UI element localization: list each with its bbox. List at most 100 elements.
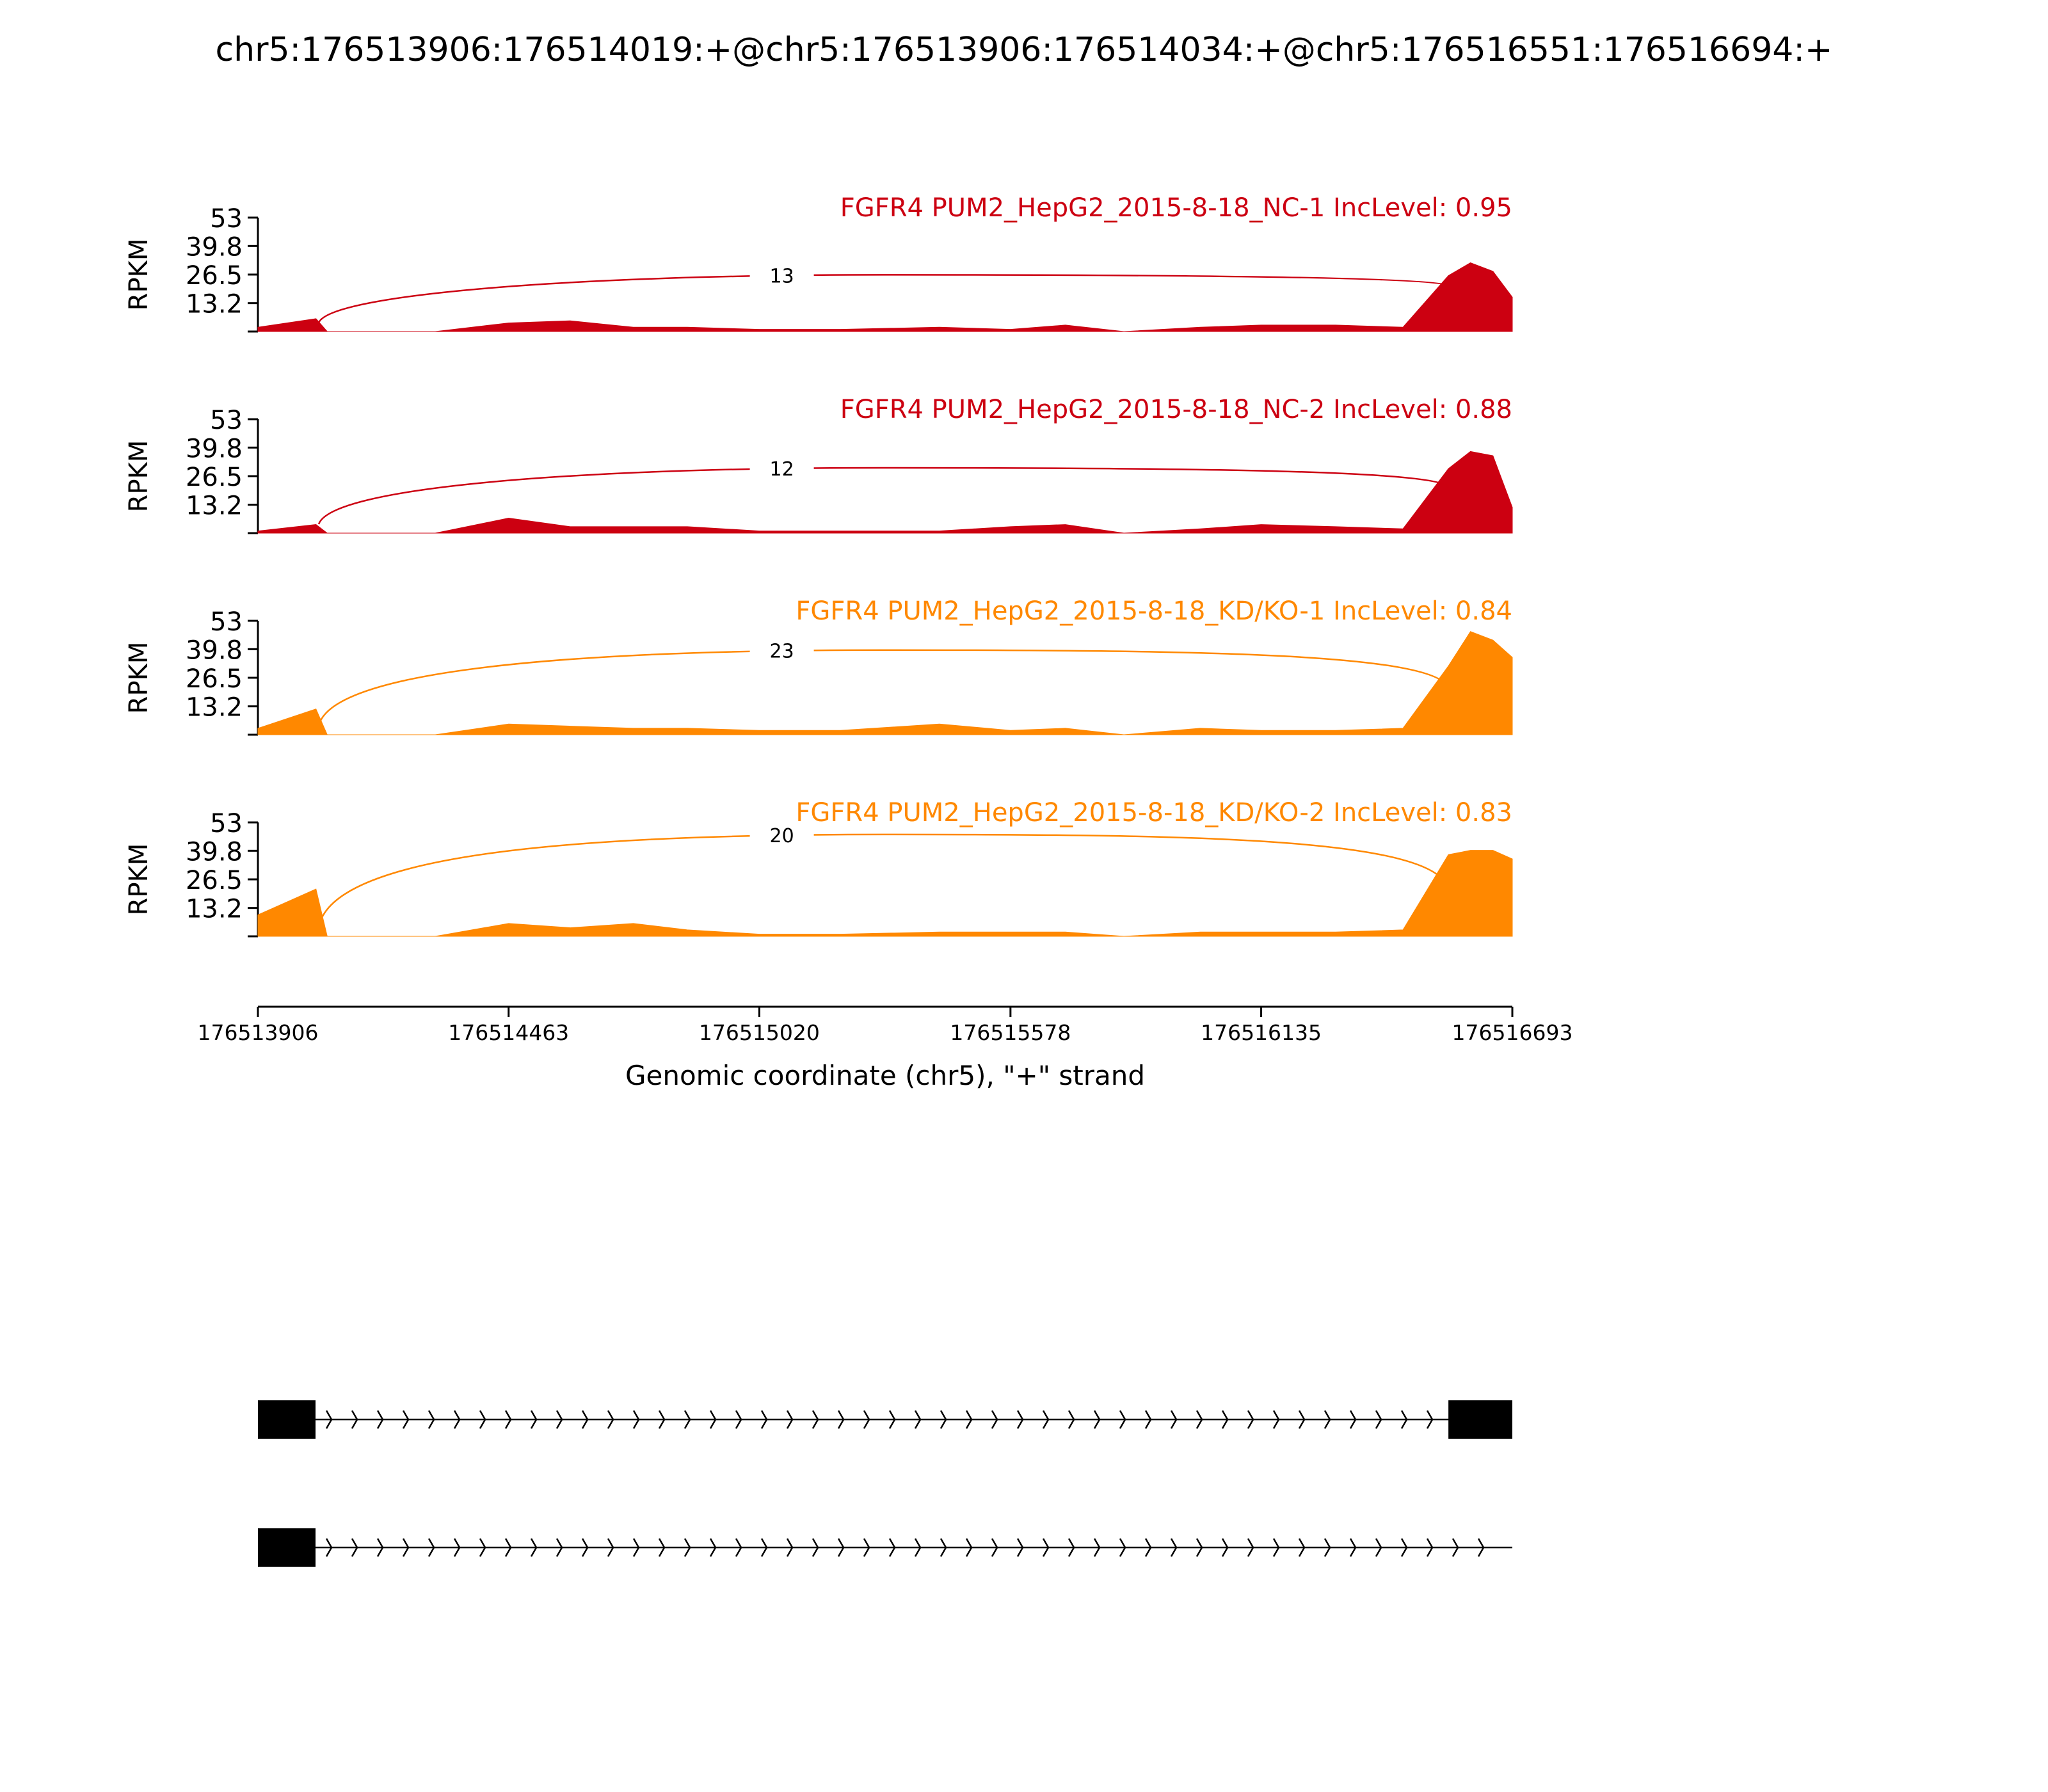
strand-arrow <box>1426 1538 1434 1557</box>
coverage-panel-1: 13.226.539.853 RPKM 13 FGFR4 PUM2_HepG2_201… <box>124 193 1513 333</box>
strand-arrow <box>1119 1538 1126 1557</box>
strand-arrow <box>504 1410 512 1429</box>
junction-label-bg <box>749 824 814 846</box>
coverage-area <box>257 850 1513 937</box>
strand-arrow <box>530 1538 538 1557</box>
strand-arrow <box>428 1538 435 1557</box>
strand-arrow <box>940 1410 947 1429</box>
coverage-area <box>257 262 1513 332</box>
series-title: FGFR4 PUM2_HepG2_2015-8-18_NC-2 IncLevel… <box>840 395 1512 424</box>
strand-arrow <box>1196 1410 1203 1429</box>
strand-arrow <box>940 1538 947 1557</box>
strand-arrow <box>812 1410 819 1429</box>
strand-arrow <box>479 1410 486 1429</box>
strand-arrow <box>325 1410 333 1429</box>
strand-arrow <box>351 1538 358 1557</box>
strand-arrow <box>965 1538 973 1557</box>
series-title: FGFR4 PUM2_HepG2_2015-8-18_NC-1 IncLevel… <box>840 193 1512 223</box>
strand-arrow <box>760 1410 768 1429</box>
y-tick-label: 13.2 <box>186 895 243 924</box>
strand-arrow <box>786 1538 794 1557</box>
strand-arrow <box>1221 1410 1229 1429</box>
strand-arrow <box>1272 1410 1280 1429</box>
strand-arrow <box>607 1410 614 1429</box>
strand-arrow <box>1477 1538 1485 1557</box>
x-tick-label: 176515578 <box>950 1020 1071 1045</box>
strand-arrow <box>709 1538 717 1557</box>
y-tick-label: 26.5 <box>186 866 243 895</box>
x-axis-label: Genomic coordinate (chr5), "+" strand <box>625 1060 1145 1091</box>
x-tick-label: 176516135 <box>1201 1020 1322 1045</box>
strand-arrow <box>1298 1410 1306 1429</box>
y-tick-label: 53 <box>210 607 243 637</box>
coverage-area <box>257 631 1513 735</box>
strand-arrow <box>709 1410 717 1429</box>
strand-arrow <box>1375 1410 1382 1429</box>
strand-arrow <box>735 1410 742 1429</box>
y-tick-label: 39.8 <box>186 232 243 262</box>
y-tick-label: 13.2 <box>186 693 243 723</box>
strand-arrow <box>1349 1538 1357 1557</box>
strand-arrow <box>863 1538 870 1557</box>
strand-arrow <box>837 1538 845 1557</box>
strand-arrow <box>1400 1410 1408 1429</box>
y-axis-label: RPKM <box>124 642 154 714</box>
strand-arrow <box>504 1538 512 1557</box>
exon-block <box>258 1528 316 1567</box>
strand-arrow <box>658 1538 666 1557</box>
junction-arc <box>317 649 1450 726</box>
y-tick-label: 13.2 <box>186 492 243 521</box>
strand-arrow <box>1170 1538 1178 1557</box>
strand-arrow <box>1093 1538 1101 1557</box>
strand-arrow <box>837 1410 845 1429</box>
junction-label-bg <box>749 264 814 287</box>
strand-arrow <box>863 1410 870 1429</box>
strand-arrow <box>556 1538 563 1557</box>
strand-arrow <box>888 1538 896 1557</box>
series-title: FGFR4 PUM2_HepG2_2015-8-18_KD/KO-2 IncLe… <box>796 798 1512 828</box>
x-tick-label: 176513906 <box>198 1020 319 1045</box>
strand-arrow <box>530 1410 538 1429</box>
x-axis: 176513906 176514463 176515020 176515578 1765… <box>198 1005 1572 1045</box>
strand-arrow <box>1016 1410 1024 1429</box>
strand-arrow <box>453 1538 461 1557</box>
junction-count: 23 <box>770 641 794 663</box>
strand-arrow <box>1272 1538 1280 1557</box>
strand-arrow <box>402 1410 410 1429</box>
strand-arrow <box>1196 1538 1203 1557</box>
strand-arrow <box>760 1538 768 1557</box>
x-tick-label: 176515020 <box>699 1020 820 1045</box>
strand-arrow <box>914 1538 922 1557</box>
y-tick-label: 53 <box>210 809 243 838</box>
strand-arrow <box>1247 1538 1254 1557</box>
y-tick-label: 26.5 <box>186 261 243 291</box>
strand-arrow <box>1426 1410 1434 1429</box>
strand-arrow <box>632 1538 640 1557</box>
strand-arrow <box>684 1538 691 1557</box>
strand-arrow <box>965 1410 973 1429</box>
coverage-panel-2: 13.226.539.853 RPKM 12 FGFR4 PUM2_HepG2_201… <box>124 395 1513 534</box>
strand-arrow <box>402 1538 410 1557</box>
y-tick-label: 26.5 <box>186 463 243 492</box>
strand-arrow <box>1068 1538 1075 1557</box>
strand-arrow <box>376 1410 384 1429</box>
strand-arrow <box>376 1538 384 1557</box>
y-axis-label: RPKM <box>124 844 154 916</box>
strand-arrow <box>658 1410 666 1429</box>
y-tick-label: 53 <box>210 204 243 234</box>
strand-arrow <box>1247 1410 1254 1429</box>
strand-arrow <box>1452 1538 1459 1557</box>
strand-arrow <box>581 1538 589 1557</box>
strand-arrow <box>812 1538 819 1557</box>
y-axis-label: RPKM <box>124 440 154 513</box>
junction-arc <box>317 833 1450 928</box>
strand-arrow <box>914 1410 922 1429</box>
x-tick-label: 176514463 <box>448 1020 569 1045</box>
junction-count: 20 <box>770 825 794 847</box>
strand-arrow <box>1119 1410 1126 1429</box>
transcript-model-2 <box>258 1528 1512 1567</box>
gene-models <box>258 1400 1512 1567</box>
